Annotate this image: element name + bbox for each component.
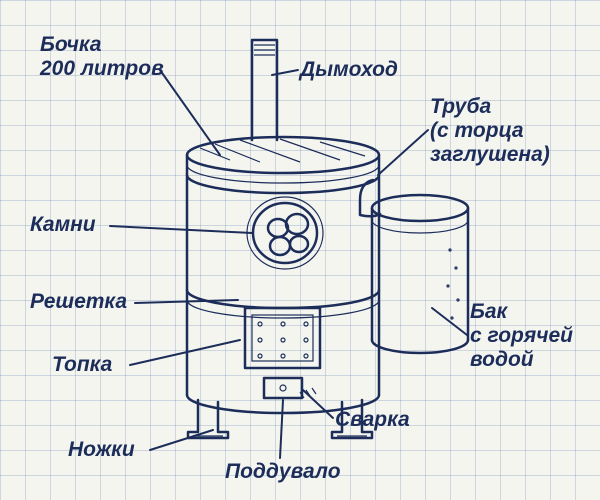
stones-port-shape [247, 197, 323, 269]
tank-shape [372, 195, 468, 353]
label-tank: Бак с горячей водой [470, 300, 573, 372]
ash-door-shape [264, 378, 302, 398]
chimney-shape [252, 40, 277, 140]
label-firebox: Топка [52, 353, 112, 377]
label-welding: Сварка [335, 408, 410, 432]
label-legs: Ножки [68, 438, 135, 462]
label-chimney: Дымоход [300, 58, 398, 82]
diagram-canvas: Бочка 200 литров Дымоход Труба (с торца … [0, 0, 600, 500]
label-stones: Камни [30, 213, 96, 237]
label-grate: Решетка [30, 290, 127, 314]
label-barrel: Бочка 200 литров [40, 33, 164, 81]
label-pipe: Труба (с торца заглушена) [430, 95, 550, 167]
label-ashpit: Поддувало [225, 460, 341, 484]
connector-pipe-shape [360, 180, 380, 216]
barrel-shape [187, 137, 379, 413]
